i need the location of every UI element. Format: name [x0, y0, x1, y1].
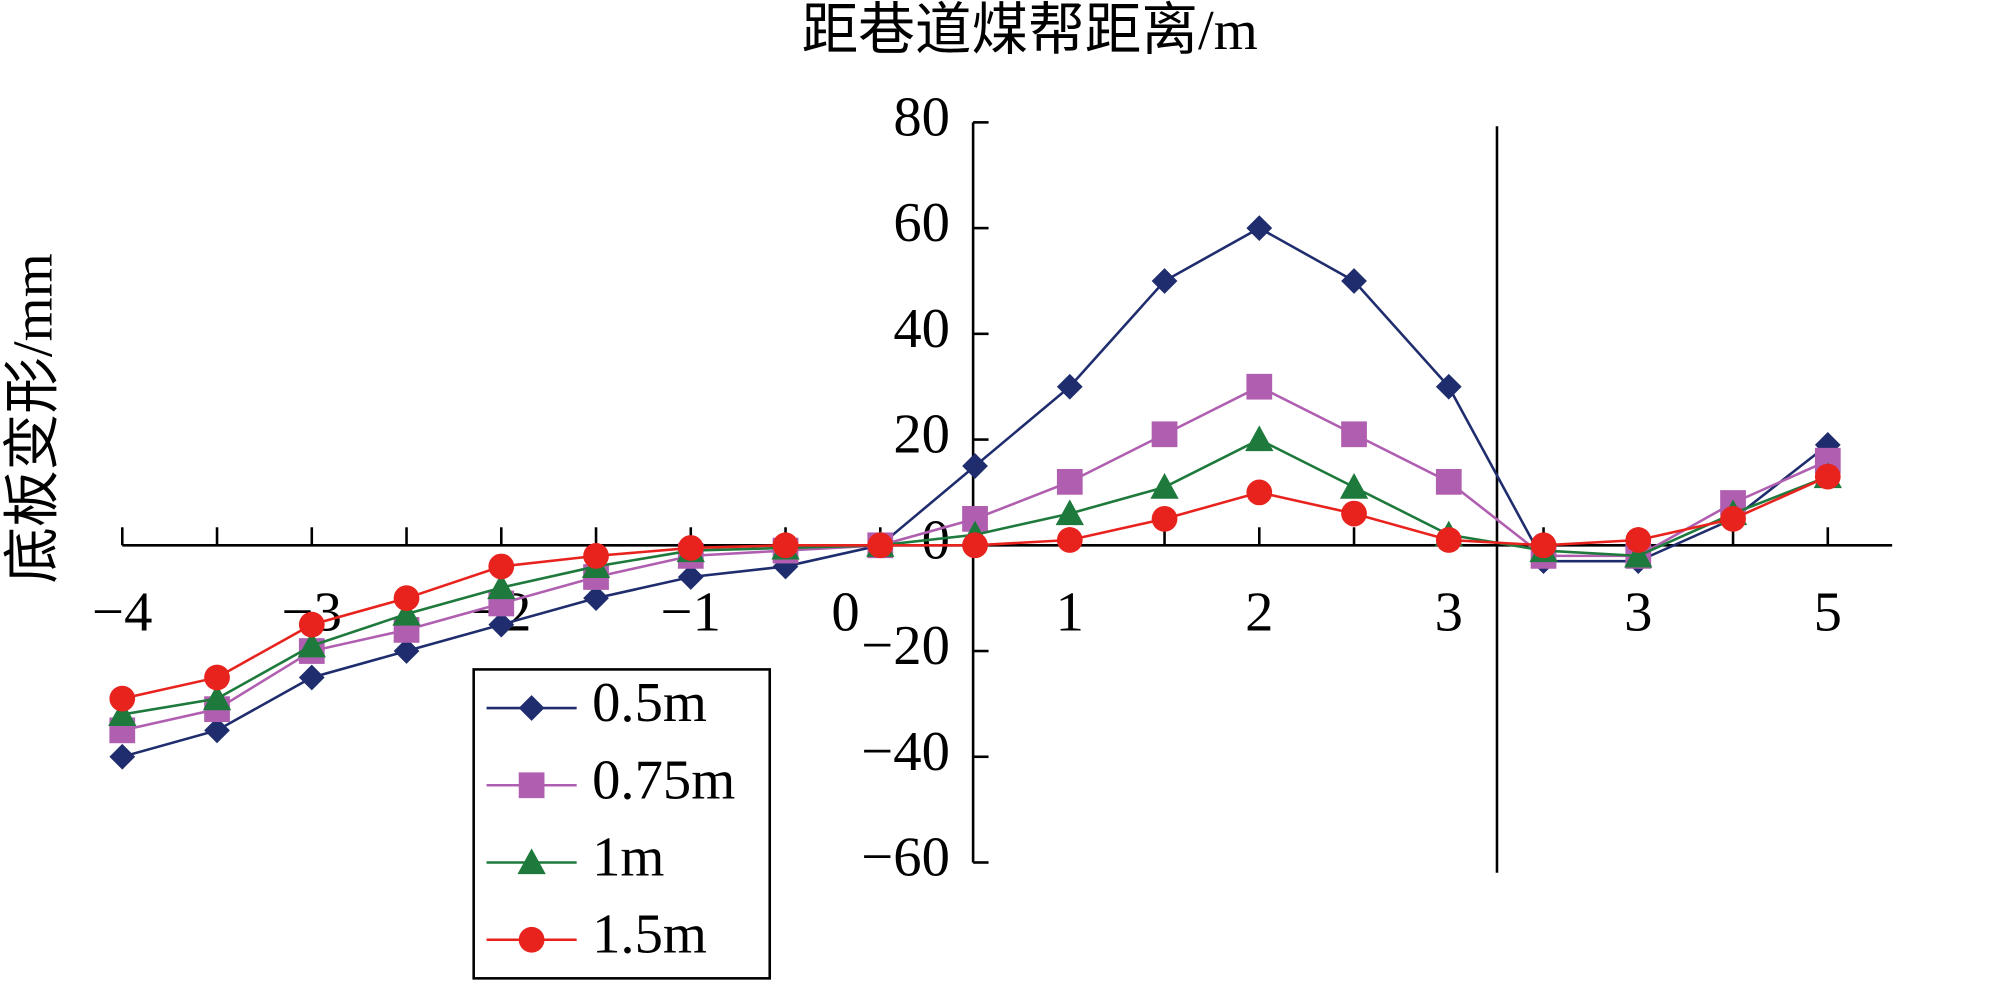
- y-tick-label: 60: [893, 192, 950, 254]
- marker: [1056, 527, 1083, 553]
- x-tick-label: 5: [1814, 581, 1842, 643]
- x-tick-label: 3: [1624, 581, 1652, 643]
- marker: [583, 542, 609, 569]
- marker: [108, 700, 137, 727]
- series-line: [122, 385, 1829, 732]
- legend-box: [472, 668, 772, 980]
- y-tick-label: 20: [893, 404, 950, 466]
- marker: [1530, 532, 1557, 559]
- marker: [867, 532, 894, 559]
- marker: [487, 573, 516, 600]
- marker: [962, 532, 988, 559]
- marker: [202, 684, 232, 711]
- marker: [488, 611, 515, 638]
- y-axis-label: 底板变形/mm: [3, 253, 65, 583]
- marker: [1435, 468, 1462, 495]
- marker: [677, 564, 704, 590]
- marker: [1341, 268, 1367, 294]
- x-tick-label: −4: [92, 581, 152, 643]
- x-tick-label: 0: [831, 581, 859, 643]
- legend-label: 0.5m: [592, 672, 707, 734]
- legend-label: 0.75m: [592, 749, 735, 811]
- marker: [1056, 468, 1083, 495]
- marker: [298, 664, 325, 691]
- x-tick-label: 3: [1435, 581, 1463, 643]
- series-line: [122, 438, 1829, 716]
- marker: [1150, 472, 1179, 499]
- marker: [677, 535, 704, 561]
- marker: [298, 611, 325, 638]
- y-tick-label: 40: [893, 298, 950, 360]
- marker: [583, 585, 609, 612]
- legend-marker: [517, 848, 546, 875]
- marker: [204, 664, 230, 691]
- marker: [392, 599, 421, 626]
- marker: [1245, 425, 1274, 452]
- y-tick-label: −40: [861, 721, 950, 783]
- marker: [1055, 499, 1084, 526]
- marker: [1435, 527, 1462, 553]
- x-tick-label: 1: [1056, 581, 1084, 643]
- legend-marker: [518, 695, 545, 721]
- y-tick-label: −60: [861, 826, 950, 888]
- series-line: [121, 226, 1829, 759]
- y-tick-label: −20: [861, 615, 950, 677]
- marker: [1246, 215, 1273, 241]
- marker: [1814, 463, 1841, 490]
- x-tick-label: 2: [1245, 581, 1273, 643]
- marker: [204, 717, 230, 744]
- legend-marker: [518, 926, 545, 953]
- marker: [1246, 373, 1273, 400]
- marker: [488, 553, 515, 580]
- marker: [1720, 505, 1746, 532]
- marker: [1151, 268, 1178, 294]
- legend-label: 1m: [592, 826, 664, 888]
- y-tick-label: 80: [893, 86, 950, 148]
- chart-title: 距巷道煤帮距离/m: [802, 0, 1258, 62]
- legend-label: 1.5m: [592, 904, 707, 966]
- marker: [109, 685, 136, 712]
- legend-marker: [518, 772, 545, 799]
- marker: [1339, 472, 1369, 499]
- marker: [393, 585, 420, 612]
- marker: [109, 743, 136, 770]
- marker: [297, 631, 326, 658]
- marker: [1151, 421, 1178, 448]
- x-tick-label: −1: [661, 581, 721, 643]
- marker: [393, 638, 420, 664]
- marker: [1625, 527, 1652, 553]
- marker: [1246, 479, 1273, 506]
- marker: [772, 532, 799, 559]
- marker: [1624, 541, 1653, 568]
- marker: [1341, 421, 1367, 448]
- marker: [1341, 500, 1367, 527]
- marker: [1151, 505, 1178, 532]
